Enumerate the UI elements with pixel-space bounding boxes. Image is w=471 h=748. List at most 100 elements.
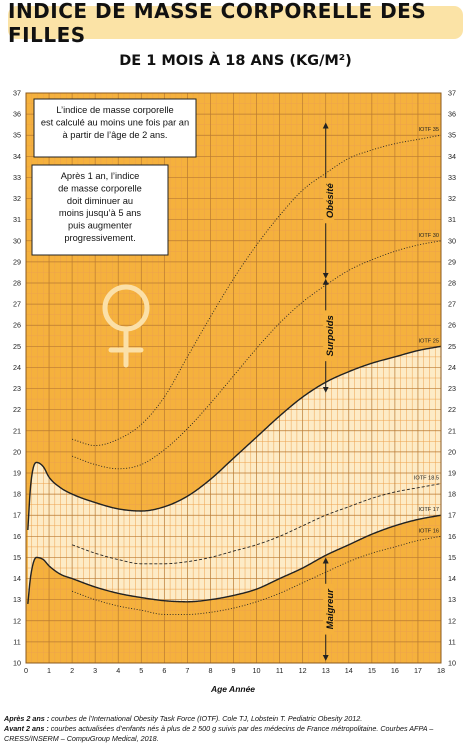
info-box-2: Après 1 an, l’indice de masse corporelle d… [31, 164, 169, 256]
x-tick: 10 [253, 666, 261, 675]
x-tick: 1 [47, 666, 51, 675]
y-tick-right: 18 [448, 490, 456, 499]
y-tick-left: 16 [13, 532, 21, 541]
info-box-2-line: de masse corporelle [58, 183, 142, 193]
y-tick-right: 29 [448, 257, 456, 266]
y-tick-left: 30 [13, 236, 21, 245]
info-box-2-line: Après 1 an, l’indice [61, 171, 140, 181]
x-tick: 9 [232, 666, 236, 675]
footnote-line-1: Après 2 ans : courbes de l’International… [4, 714, 363, 723]
y-tick-right: 27 [448, 300, 456, 309]
y-tick-right: 35 [448, 131, 456, 140]
info-box-2-line: moins jusqu’à 5 ans [59, 208, 142, 218]
x-tick: 0 [24, 666, 28, 675]
y-tick-right: 20 [448, 447, 456, 456]
info-box-2-frame [31, 164, 169, 256]
x-tick: 2 [70, 666, 74, 675]
x-tick: 3 [93, 666, 97, 675]
zone-label-bg [323, 310, 335, 362]
curve-iotf-16 [71, 535, 442, 615]
curve-iotf-17 [27, 514, 442, 604]
x-tick: 6 [162, 666, 166, 675]
x-tick: 4 [116, 666, 120, 675]
y-tick-right: 34 [448, 152, 456, 161]
curve-label: IOTF 30 [418, 233, 439, 239]
bmi-chart: IOTF 35 IOTF 30 IOTF 25 IOTF 18.5 IOTF 17 IOT… [13, 89, 456, 695]
y-tick-right: 15 [448, 553, 456, 562]
x-tick: 11 [276, 666, 283, 675]
info-box-1-line: à partir de l’âge de 2 ans. [63, 130, 168, 140]
x-tick: 7 [185, 666, 189, 675]
zone-label-0: Obésité [325, 183, 336, 219]
y-tick-left: 24 [13, 363, 21, 372]
x-tick: 17 [414, 666, 422, 675]
info-box-2-line: puis augmenter [68, 221, 132, 231]
footnote: Après 2 ans : courbes de l’International… [4, 714, 466, 744]
y-tick-right: 22 [448, 405, 456, 414]
y-tick-left: 26 [13, 321, 21, 330]
curve-label: IOTF 17 [418, 507, 439, 513]
y-tick-right: 25 [448, 342, 456, 351]
y-tick-left: 36 [13, 110, 21, 119]
y-tick-right: 31 [448, 215, 456, 224]
y-tick-left: 11 [13, 637, 20, 646]
y-tick-right: 12 [448, 616, 456, 625]
plot-frame [25, 92, 442, 664]
x-tick: 8 [208, 666, 212, 675]
y-tick-left: 22 [13, 405, 21, 414]
y-tick-left: 12 [13, 616, 21, 625]
x-tick: 5 [139, 666, 143, 675]
y-tick-left: 13 [13, 595, 21, 604]
y-tick-left: 20 [13, 447, 21, 456]
title-box: INDICE DE MASSE CORPORELLE DES FILLES [8, 0, 463, 47]
y-tick-left: 14 [13, 574, 21, 583]
y-tick-right: 26 [448, 321, 456, 330]
zone-label-2: Maigreur [325, 588, 336, 629]
x-tick: 12 [299, 666, 307, 675]
zone-label-bg [323, 178, 335, 224]
page-title: INDICE DE MASSE CORPORELLE DES FILLES [8, 0, 427, 47]
y-tick-right: 23 [448, 384, 456, 393]
info-box-1: L’indice de masse corporelle est calculé … [33, 98, 197, 158]
y-tick-right: 19 [448, 469, 456, 478]
x-tick: 16 [391, 666, 399, 675]
x-tick: 15 [368, 666, 376, 675]
y-tick-left: 19 [13, 469, 21, 478]
y-tick-right: 30 [448, 236, 456, 245]
y-tick-left: 21 [13, 426, 21, 435]
info-box-1-frame [33, 98, 197, 158]
y-tick-right: 14 [448, 574, 456, 583]
info-box-1-line: est calculé au moins une fois par an [41, 117, 189, 127]
curve-label: IOTF 25 [418, 338, 439, 344]
y-tick-left: 37 [13, 89, 21, 98]
curve-iotf-25 [27, 345, 442, 531]
zone-label-bg [323, 583, 335, 635]
y-tick-left: 18 [13, 490, 21, 499]
y-tick-right: 33 [448, 173, 456, 182]
y-tick-right: 32 [448, 194, 456, 203]
zone-label-1: Surpoids [325, 315, 336, 356]
y-tick-right: 16 [448, 532, 456, 541]
curve-label: IOTF 18.5 [414, 476, 439, 482]
y-tick-left: 29 [13, 257, 21, 266]
y-tick-right: 17 [448, 511, 456, 520]
y-tick-right: 28 [448, 279, 456, 288]
y-tick-right: 37 [448, 89, 456, 98]
x-tick: 18 [437, 666, 445, 675]
normal-band-3 [27, 462, 73, 604]
y-tick-right: 36 [448, 110, 456, 119]
venus-icon [102, 284, 150, 368]
curve-label: IOTF 16 [418, 528, 439, 534]
y-tick-left: 10 [13, 659, 21, 668]
footnote-line-2: Avant 2 ans : courbes actualisées d’enfa… [4, 724, 434, 743]
y-tick-left: 15 [13, 553, 21, 562]
x-tick: 14 [345, 666, 353, 675]
info-box-1-line: L’indice de masse corporelle [56, 105, 173, 115]
y-tick-left: 23 [13, 384, 21, 393]
y-tick-left: 34 [13, 152, 21, 161]
y-tick-right: 21 [448, 426, 456, 435]
y-tick-left: 17 [13, 511, 21, 520]
y-tick-right: 24 [448, 363, 456, 372]
y-tick-left: 27 [13, 300, 21, 309]
y-tick-left: 33 [13, 173, 21, 182]
